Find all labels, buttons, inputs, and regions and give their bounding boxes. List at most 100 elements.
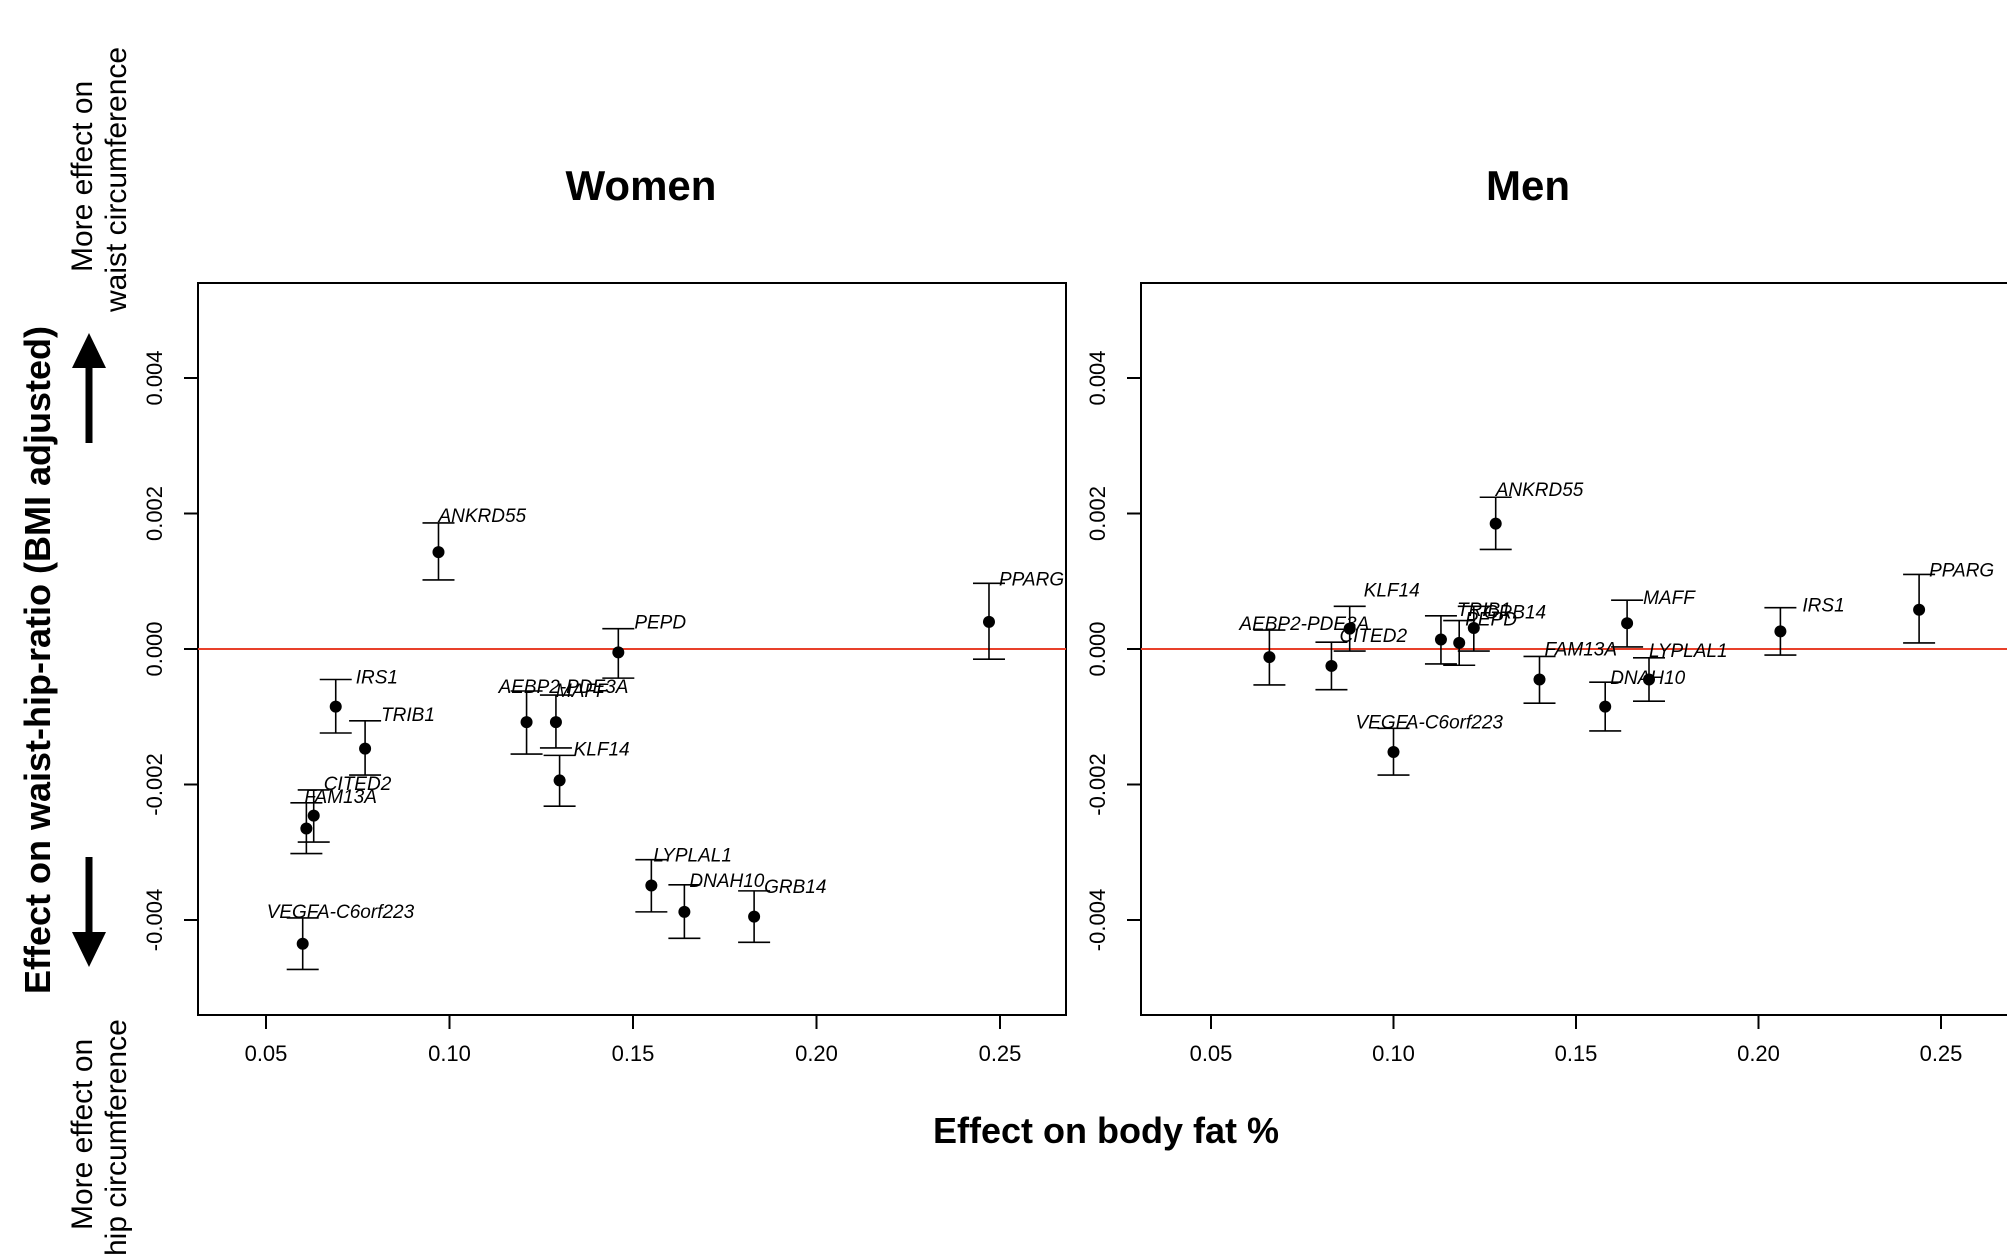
data-point	[553, 774, 566, 787]
point-label: LYPLAL1	[653, 846, 732, 867]
data-point	[520, 716, 533, 729]
point-label: PEPD	[1465, 610, 1517, 631]
data-point-group: GRB14	[1457, 602, 1546, 652]
x-tick-label: 0.10	[428, 1041, 471, 1066]
data-point	[1533, 673, 1546, 686]
data-point	[612, 646, 625, 659]
y-tick-label: 0.004	[142, 350, 167, 405]
data-point-group: CITED2	[297, 774, 392, 843]
data-point-group: DNAH10	[668, 871, 765, 940]
top-note-line2: waist circumference	[100, 47, 133, 313]
data-point	[1913, 603, 1926, 616]
point-label: PPARG	[999, 569, 1064, 590]
point-label: MAFF	[1643, 588, 1696, 609]
data-point	[1599, 700, 1612, 713]
data-point-group: AEBP2-PDE3A	[1238, 614, 1369, 686]
data-point	[432, 546, 445, 559]
y-tick-label: 0.000	[1085, 621, 1110, 676]
data-point	[1343, 622, 1356, 635]
data-point-group: TRIB1	[1424, 600, 1511, 665]
top-note-line1: More effect on	[66, 81, 99, 272]
point-label: DNAH10	[1610, 668, 1685, 689]
data-point	[645, 879, 658, 892]
data-point-group: PPARG	[1903, 560, 1994, 644]
data-point-group: KLF14	[1333, 580, 1420, 652]
x-tick-label: 0.05	[1190, 1041, 1233, 1066]
panel-title-men: Men	[1486, 162, 1570, 209]
x-tick-label: 0.20	[1737, 1041, 1780, 1066]
x-tick-label: 0.15	[612, 1041, 655, 1066]
point-label: LYPLAL1	[1649, 641, 1728, 662]
point-label: KLF14	[574, 739, 630, 760]
panel-women: Women 0.05 0.10 0.15 0.20 0.25-0.004-0.0020.…	[142, 162, 1067, 1066]
data-point	[678, 905, 691, 918]
data-point	[300, 822, 313, 835]
point-label: AEBP2-PDE3A	[498, 677, 629, 698]
y-tick-label: 0.004	[1085, 350, 1110, 405]
point-label: ANKRD55	[437, 506, 526, 527]
point-label: VEGFA-C6orf223	[267, 902, 415, 923]
point-label: IRS1	[1802, 596, 1844, 617]
data-point-group: PEPD	[602, 613, 686, 679]
y-tick-label: -0.004	[142, 889, 167, 951]
panel-men: Men 0.05 0.10 0.15 0.20 0.25 -0.004 -0.002 0.00…	[1085, 162, 2007, 1066]
point-label: ANKRD55	[1495, 480, 1584, 501]
data-point	[1467, 621, 1480, 634]
y-axis-title: Effect on waist-hip-ratio (BMI adjusted)	[17, 326, 58, 994]
data-point-group: GRB14	[738, 877, 826, 944]
point-label: AEBP2-PDE3A	[1238, 614, 1369, 635]
x-tick-label: 0.05	[245, 1041, 288, 1066]
bottom-note-line2: hip circumference	[100, 1019, 133, 1256]
x-tick-label: 0.25	[979, 1041, 1022, 1066]
point-label: PEPD	[634, 613, 686, 634]
data-point-group: CITED2	[1315, 626, 1407, 691]
point-label: PPARG	[1929, 560, 1994, 581]
data-point-group: VEGFA-C6orf223	[1356, 712, 1504, 776]
data-point	[307, 809, 320, 822]
point-label: FAM13A	[1545, 639, 1618, 660]
data-point	[748, 910, 761, 923]
point-label: IRS1	[356, 667, 398, 688]
x-tick-label: 0.10	[1372, 1041, 1415, 1066]
data-point	[359, 742, 372, 755]
point-label: CITED2	[324, 774, 392, 795]
point-label: TRIB1	[381, 705, 435, 726]
data-point	[1774, 625, 1787, 638]
data-point-group: MAFF	[539, 681, 609, 749]
bottom-note-line1: More effect on	[66, 1039, 99, 1230]
point-label: FAM13A	[304, 787, 377, 808]
data-point-group: LYPLAL1	[635, 846, 732, 913]
x-tick-label: 0.15	[1555, 1041, 1598, 1066]
panel-title-women: Women	[566, 162, 717, 209]
data-point	[1453, 636, 1466, 649]
y-tick-label: -0.002	[142, 753, 167, 815]
data-point-group: AEBP2-PDE3A	[498, 677, 629, 755]
data-point	[329, 700, 342, 713]
data-point	[1325, 659, 1338, 672]
data-point	[1434, 633, 1447, 646]
data-point-group: PEPD	[1443, 610, 1517, 667]
data-point	[549, 716, 562, 729]
down-arrow-icon	[72, 857, 106, 967]
point-label: VEGFA-C6orf223	[1356, 712, 1504, 733]
data-point-group: FAM13A	[1523, 639, 1618, 705]
up-arrow-icon	[72, 333, 106, 443]
data-point-group: ANKRD55	[1479, 480, 1584, 551]
point-label: DNAH10	[689, 871, 764, 892]
data-point-group: KLF14	[543, 739, 630, 807]
point-label: MAFF	[556, 681, 609, 702]
data-point-group: DNAH10	[1589, 668, 1686, 732]
y-tick-label: 0.000	[142, 621, 167, 676]
data-point-group: ANKRD55	[422, 506, 527, 581]
y-tick-label: -0.002	[1085, 753, 1110, 815]
data-point-group: IRS1	[1764, 596, 1845, 656]
x-tick-label: 0.25	[1920, 1041, 1963, 1066]
y-tick-label: 0.002	[142, 486, 167, 541]
data-point-group: MAFF	[1611, 588, 1696, 648]
women-marks: 0.05 0.10 0.15 0.20 0.25 -0.004 -0.002 0.000 0.0…	[142, 350, 1066, 1066]
data-point-group: TRIB1	[349, 705, 435, 776]
x-tick-label: 0.20	[795, 1041, 838, 1066]
data-point	[296, 937, 309, 950]
point-label: KLF14	[1364, 580, 1420, 601]
